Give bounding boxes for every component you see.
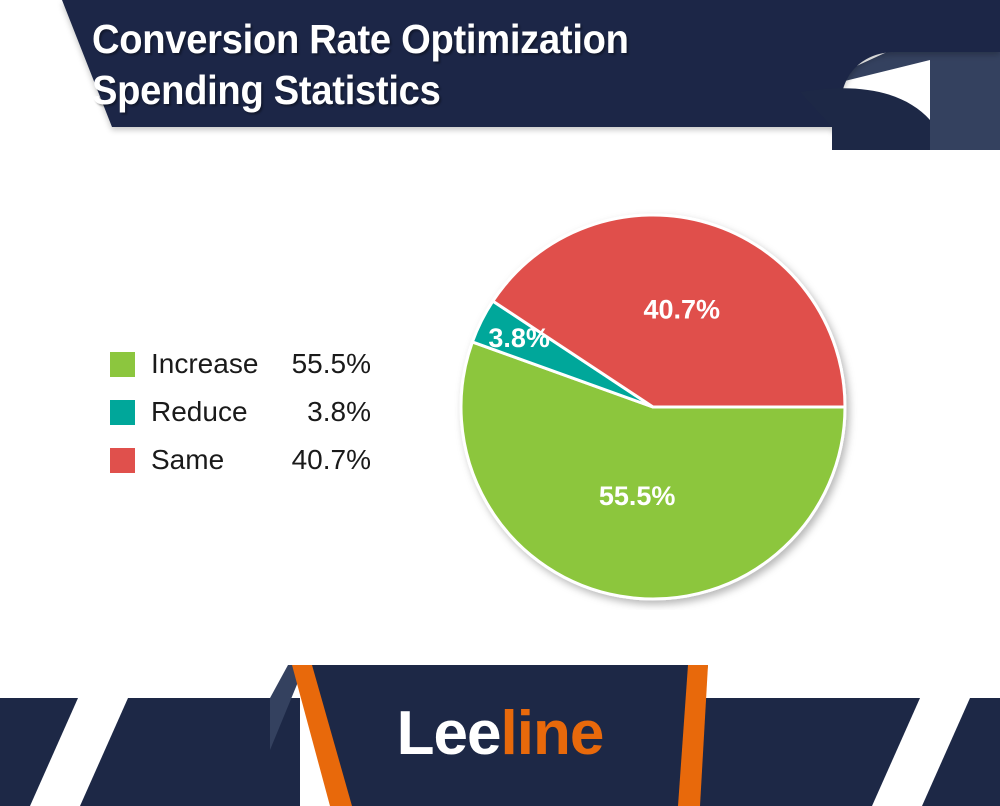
footer-band-left-inner <box>80 698 300 806</box>
legend-value-increase: 55.5% <box>291 348 371 379</box>
chart-legend: Increase 55.5% Reduce 3.8% Same 40.7% <box>110 340 410 484</box>
legend-label-reduce: Reduce <box>151 396 248 427</box>
pie-slice-same[interactable] <box>490 213 847 409</box>
logo-text-line: line <box>500 699 605 768</box>
footer-band-right-inner <box>700 698 920 806</box>
header-banner: Conversion Rate Optimization Spending St… <box>0 0 1000 150</box>
header-fold-tab <box>800 88 930 150</box>
legend-swatch-same <box>110 447 135 473</box>
header-banner-shape <box>62 0 1000 130</box>
pie-chart: 55.5% 3.8% 40.7% <box>440 200 870 610</box>
pie-slice-increase[interactable] <box>459 340 847 601</box>
legend-value-same: 40.7% <box>291 444 371 475</box>
legend-swatch-increase <box>110 351 135 377</box>
footer-shape-group <box>0 665 1000 806</box>
page-title: Conversion Rate Optimization Spending St… <box>92 14 852 116</box>
pie-slice-group <box>459 213 847 601</box>
footer-banner: Leeline <box>0 640 1000 806</box>
legend-swatch-reduce <box>110 399 135 425</box>
footer-center-panel <box>292 665 708 806</box>
pie-label-increase: 55.5% <box>599 481 676 511</box>
footer-accent-stripe-right <box>678 665 708 806</box>
page-title-line-2: Spending Statistics <box>92 67 441 113</box>
legend-label-same: Same <box>151 444 225 475</box>
legend-item-reduce: Reduce 3.8% <box>110 388 410 436</box>
legend-item-same: Same 40.7% <box>110 436 410 484</box>
legend-item-increase: Increase 55.5% <box>110 340 410 388</box>
footer-center-shade <box>270 665 305 750</box>
legend-value-reduce: 3.8% <box>307 396 371 427</box>
footer-accent-stripe-left <box>292 665 352 806</box>
header-shape-group <box>62 0 1000 150</box>
pie-label-reduce: 3.8% <box>488 323 550 353</box>
pie-chart-svg: 55.5% 3.8% 40.7% <box>459 213 847 601</box>
page-title-line-1: Conversion Rate Optimization <box>92 16 629 62</box>
legend-label-increase: Increase <box>151 348 259 379</box>
footer-band-left-outer <box>0 698 78 806</box>
leeline-logo: Leeline <box>0 698 1000 769</box>
footer-band-right-outer <box>922 698 1000 806</box>
logo-text-lee: Lee <box>396 699 502 768</box>
pie-label-same: 40.7% <box>643 295 720 325</box>
